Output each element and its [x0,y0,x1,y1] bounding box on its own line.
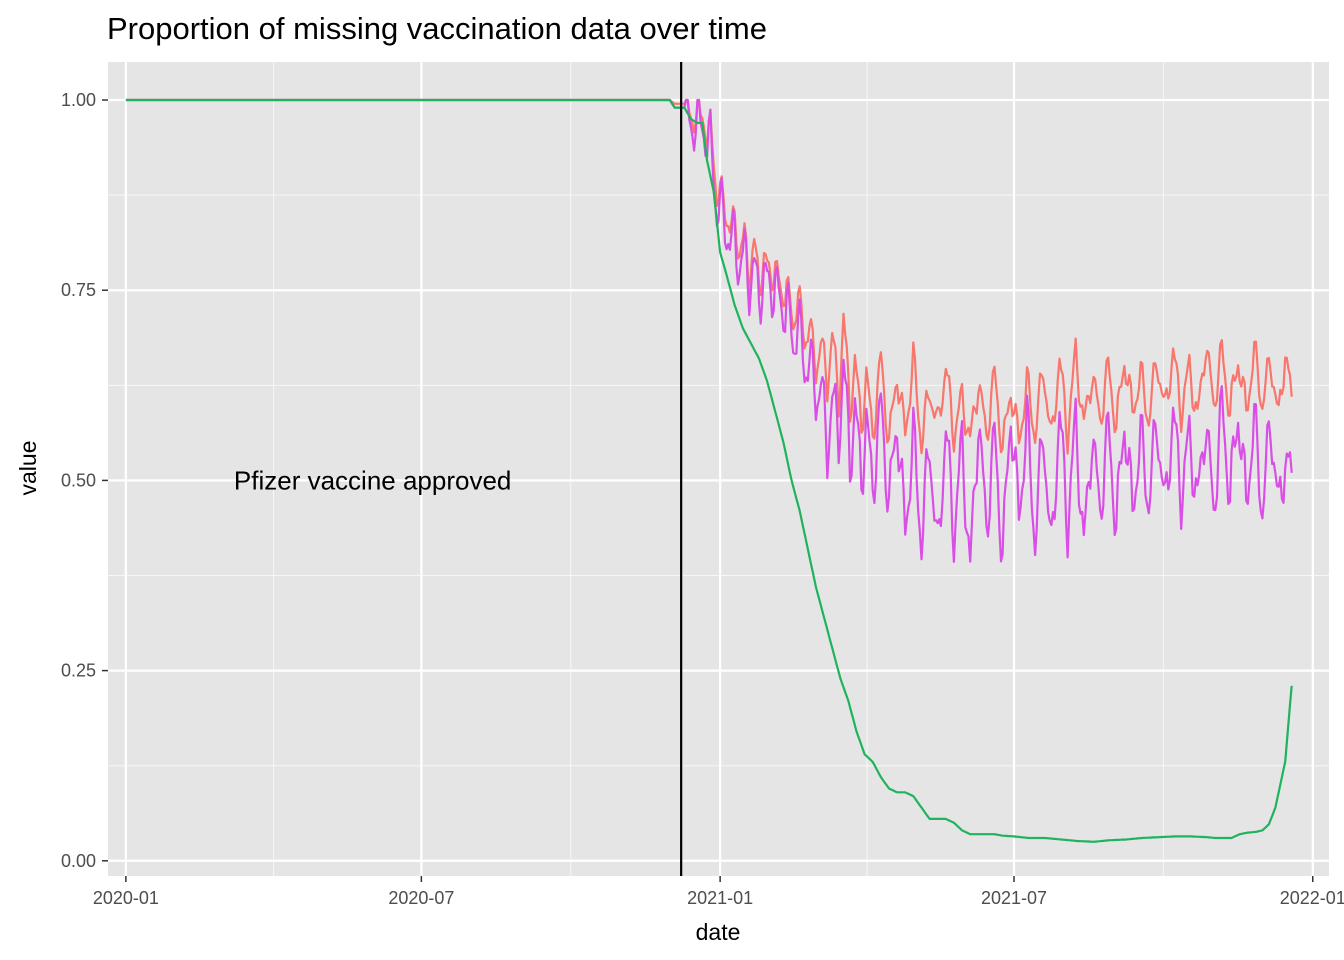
y-tick-label: 0.50 [61,470,96,490]
series-layer [125,98,1293,843]
y-axis-title: value [15,441,41,496]
x-tick-label: 2020-07 [388,888,454,908]
x-tick-label: 2020-01 [93,888,159,908]
x-axis-ticks: 2020-01 2020-07 2021-01 2021-07 2022-01 [93,876,1344,908]
y-tick-label: 0.00 [61,851,96,871]
x-tick-label: 2021-07 [981,888,1047,908]
annotation-label: Pfizer vaccine approved [234,465,511,495]
y-axis-ticks: 0.00 0.25 0.50 0.75 1.00 [61,90,108,871]
y-tick-label: 0.75 [61,280,96,300]
minor-gridlines [108,62,1329,876]
y-tick-label: 0.25 [61,661,96,681]
x-tick-label: 2022-01 [1280,888,1344,908]
y-tick-label: 1.00 [61,90,96,110]
x-axis-title: date [696,919,741,945]
x-tick-label: 2021-01 [687,888,753,908]
series-line-3 [125,98,1293,843]
chart-title: Proportion of missing vaccination data o… [107,11,767,46]
